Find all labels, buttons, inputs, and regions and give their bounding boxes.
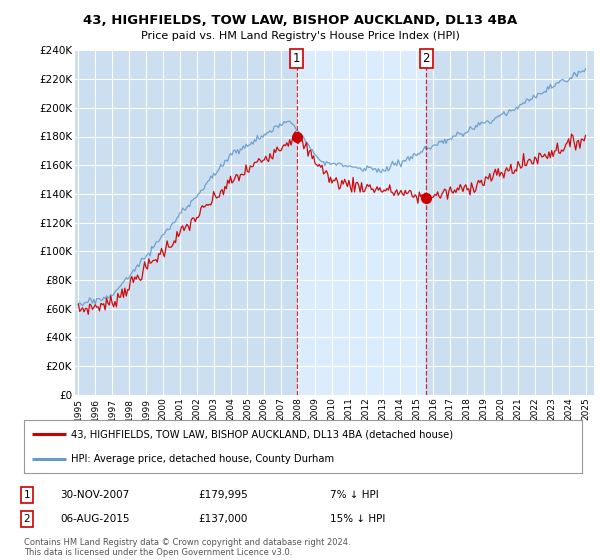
Text: Price paid vs. HM Land Registry's House Price Index (HPI): Price paid vs. HM Land Registry's House … [140,31,460,41]
Text: 1: 1 [293,52,301,65]
Text: 43, HIGHFIELDS, TOW LAW, BISHOP AUCKLAND, DL13 4BA (detached house): 43, HIGHFIELDS, TOW LAW, BISHOP AUCKLAND… [71,430,454,440]
Bar [297,50,427,395]
Text: 2: 2 [422,52,430,65]
Text: HPI: Average price, detached house, County Durham: HPI: Average price, detached house, Coun… [71,454,335,464]
Text: £179,995: £179,995 [198,490,248,500]
Text: £137,000: £137,000 [198,514,247,524]
Text: Contains HM Land Registry data © Crown copyright and database right 2024.: Contains HM Land Registry data © Crown c… [24,538,350,547]
Text: 06-AUG-2015: 06-AUG-2015 [60,514,130,524]
Text: 15% ↓ HPI: 15% ↓ HPI [330,514,385,524]
Text: This data is licensed under the Open Government Licence v3.0.: This data is licensed under the Open Gov… [24,548,292,557]
Text: 1: 1 [23,490,31,500]
Text: 30-NOV-2007: 30-NOV-2007 [60,490,129,500]
Text: 43, HIGHFIELDS, TOW LAW, BISHOP AUCKLAND, DL13 4BA: 43, HIGHFIELDS, TOW LAW, BISHOP AUCKLAND… [83,14,517,27]
Text: 7% ↓ HPI: 7% ↓ HPI [330,490,379,500]
Text: 2: 2 [23,514,31,524]
